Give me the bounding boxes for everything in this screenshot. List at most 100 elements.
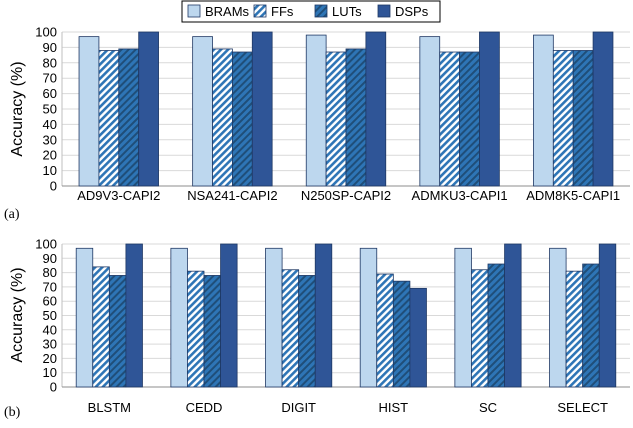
bar-group-n250sp-capi2 — [305, 31, 387, 187]
bar-ffs-blstm — [92, 266, 110, 388]
bar-ffs-sc — [471, 269, 489, 388]
bar-dsps-n250sp-capi2 — [365, 31, 387, 187]
legend-box — [181, 0, 441, 23]
y-tick-label: 50 — [43, 102, 57, 117]
bar-luts-select — [582, 263, 600, 388]
bar-luts-n250sp-capi2 — [345, 48, 367, 187]
panel-label: (b) — [4, 405, 21, 420]
x-tick-label: ADMKU3-CAPI1 — [412, 188, 508, 203]
panel-label: (a) — [4, 207, 20, 222]
bar-group-hist — [359, 247, 427, 388]
x-tick-label: N250SP-CAPI2 — [301, 188, 391, 203]
bar-dsps-hist — [409, 287, 427, 388]
legend-item-ffs: FFs — [253, 4, 294, 19]
y-tick-label: 30 — [43, 337, 57, 352]
bar-dsps-select — [598, 243, 617, 388]
bar-ffs-n250sp-capi2 — [325, 51, 347, 187]
y-tick-label: 30 — [43, 132, 57, 147]
bar-dsps-adm8k5-capi1 — [592, 31, 614, 187]
y-tick-label: 70 — [43, 279, 57, 294]
bar-luts-sc — [487, 263, 505, 388]
legend-item-brams: BRAMs — [187, 4, 250, 19]
bar-brams-ad9v3-capi2 — [78, 36, 100, 187]
bar-brams-admku3-capi1 — [419, 36, 441, 187]
legend-item-luts: LUTs — [314, 4, 362, 19]
bar-brams-adm8k5-capi1 — [533, 34, 554, 187]
y-tick-label: 60 — [43, 294, 57, 309]
legend-label-ffs: FFs — [271, 4, 294, 19]
y-tick-label: 60 — [43, 86, 57, 101]
legend-swatch-brams — [187, 4, 201, 18]
bar-brams-hist — [359, 247, 378, 388]
y-tick-label: 40 — [43, 117, 57, 132]
y-tick-label: 20 — [43, 351, 57, 366]
x-tick-label: SC — [479, 400, 497, 415]
bar-dsps-ad9v3-capi2 — [138, 31, 159, 187]
bar-luts-ad9v3-capi2 — [118, 48, 140, 187]
y-tick-label: 80 — [43, 265, 57, 280]
bar-dsps-admku3-capi1 — [479, 31, 500, 187]
bar-luts-digit — [298, 275, 316, 388]
bar-group-select — [549, 243, 617, 388]
y-tick-label: 40 — [43, 322, 57, 337]
y-axis-title: Accuracy (%) — [9, 61, 26, 156]
bar-dsps-nsa241-capi2 — [251, 31, 273, 187]
legend-swatch-luts — [314, 4, 328, 18]
bar-ffs-digit — [281, 269, 300, 388]
legend-swatch-ffs — [253, 4, 267, 18]
x-tick-label: AD9V3-CAPI2 — [77, 188, 160, 203]
bar-brams-nsa241-capi2 — [192, 36, 213, 187]
bar-ffs-admku3-capi1 — [439, 51, 461, 187]
bar-group-admku3-capi1 — [419, 31, 500, 187]
y-tick-label: 100 — [35, 237, 57, 252]
bar-luts-admku3-capi1 — [459, 51, 480, 187]
y-tick-label: 90 — [43, 251, 57, 266]
bar-group-digit — [265, 243, 333, 388]
bar-brams-select — [549, 247, 567, 388]
bar-ffs-select — [565, 270, 584, 388]
bar-dsps-digit — [314, 243, 333, 388]
y-tick-label: 10 — [43, 163, 57, 178]
bar-brams-digit — [265, 247, 283, 388]
bar-group-adm8k5-capi1 — [533, 31, 614, 187]
y-tick-label: 100 — [35, 25, 57, 40]
bar-luts-cedd — [203, 275, 221, 388]
y-axis-title: Accuracy (%) — [9, 267, 26, 362]
bar-group-sc — [454, 243, 522, 388]
bar-group-ad9v3-capi2 — [78, 31, 159, 187]
bar-luts-adm8k5-capi1 — [572, 50, 594, 187]
y-tick-label: 90 — [43, 40, 57, 55]
bar-luts-hist — [392, 280, 411, 388]
x-tick-label: HIST — [379, 400, 409, 415]
bar-group-cedd — [170, 243, 238, 388]
x-tick-label: ADM8K5-CAPI1 — [526, 188, 620, 203]
bar-ffs-nsa241-capi2 — [212, 48, 233, 187]
bar-luts-nsa241-capi2 — [231, 51, 253, 187]
bar-dsps-sc — [504, 243, 522, 388]
bar-brams-n250sp-capi2 — [305, 34, 327, 187]
x-tick-label: BLSTM — [88, 400, 131, 415]
bar-ffs-cedd — [187, 270, 205, 388]
bar-brams-cedd — [170, 247, 188, 388]
legend-label-dsps: DSPs — [395, 4, 429, 19]
x-tick-label: NSA241-CAPI2 — [187, 188, 277, 203]
legend-item-dsps: DSPs — [377, 4, 429, 19]
x-tick-label: DIGIT — [281, 400, 316, 415]
bar-dsps-blstm — [125, 243, 143, 388]
legend-label-brams: BRAMs — [205, 4, 250, 19]
y-tick-label: 0 — [50, 380, 57, 395]
bar-ffs-hist — [376, 273, 394, 388]
y-tick-label: 50 — [43, 308, 57, 323]
bar-brams-sc — [454, 247, 472, 388]
bar-ffs-adm8k5-capi1 — [552, 50, 574, 187]
x-tick-label: CEDD — [186, 400, 223, 415]
bar-group-nsa241-capi2 — [192, 31, 273, 187]
bar-ffs-ad9v3-capi2 — [98, 50, 120, 187]
legend-swatch-dsps — [377, 4, 391, 18]
y-tick-label: 20 — [43, 148, 57, 163]
y-tick-label: 80 — [43, 55, 57, 70]
